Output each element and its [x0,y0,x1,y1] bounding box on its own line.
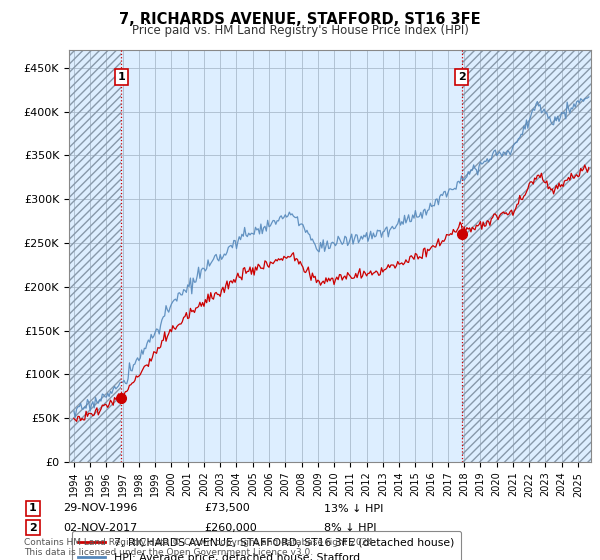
Text: 13% ↓ HPI: 13% ↓ HPI [324,503,383,514]
Text: 7, RICHARDS AVENUE, STAFFORD, ST16 3FE: 7, RICHARDS AVENUE, STAFFORD, ST16 3FE [119,12,481,27]
Text: 2: 2 [458,72,466,82]
Text: 1: 1 [29,503,37,514]
Text: 1: 1 [118,72,125,82]
Text: Contains HM Land Registry data © Crown copyright and database right 2024.
This d: Contains HM Land Registry data © Crown c… [24,538,376,557]
Text: £73,500: £73,500 [204,503,250,514]
Bar [461,50,591,462]
Text: 2: 2 [29,522,37,533]
Bar [69,50,121,462]
Text: 29-NOV-1996: 29-NOV-1996 [63,503,137,514]
Text: Price paid vs. HM Land Registry's House Price Index (HPI): Price paid vs. HM Land Registry's House … [131,24,469,36]
Legend: 7, RICHARDS AVENUE, STAFFORD, ST16 3FE (detached house), HPI: Average price, det: 7, RICHARDS AVENUE, STAFFORD, ST16 3FE (… [72,531,461,560]
Text: 8% ↓ HPI: 8% ↓ HPI [324,522,377,533]
Text: £260,000: £260,000 [204,522,257,533]
Text: 02-NOV-2017: 02-NOV-2017 [63,522,137,533]
